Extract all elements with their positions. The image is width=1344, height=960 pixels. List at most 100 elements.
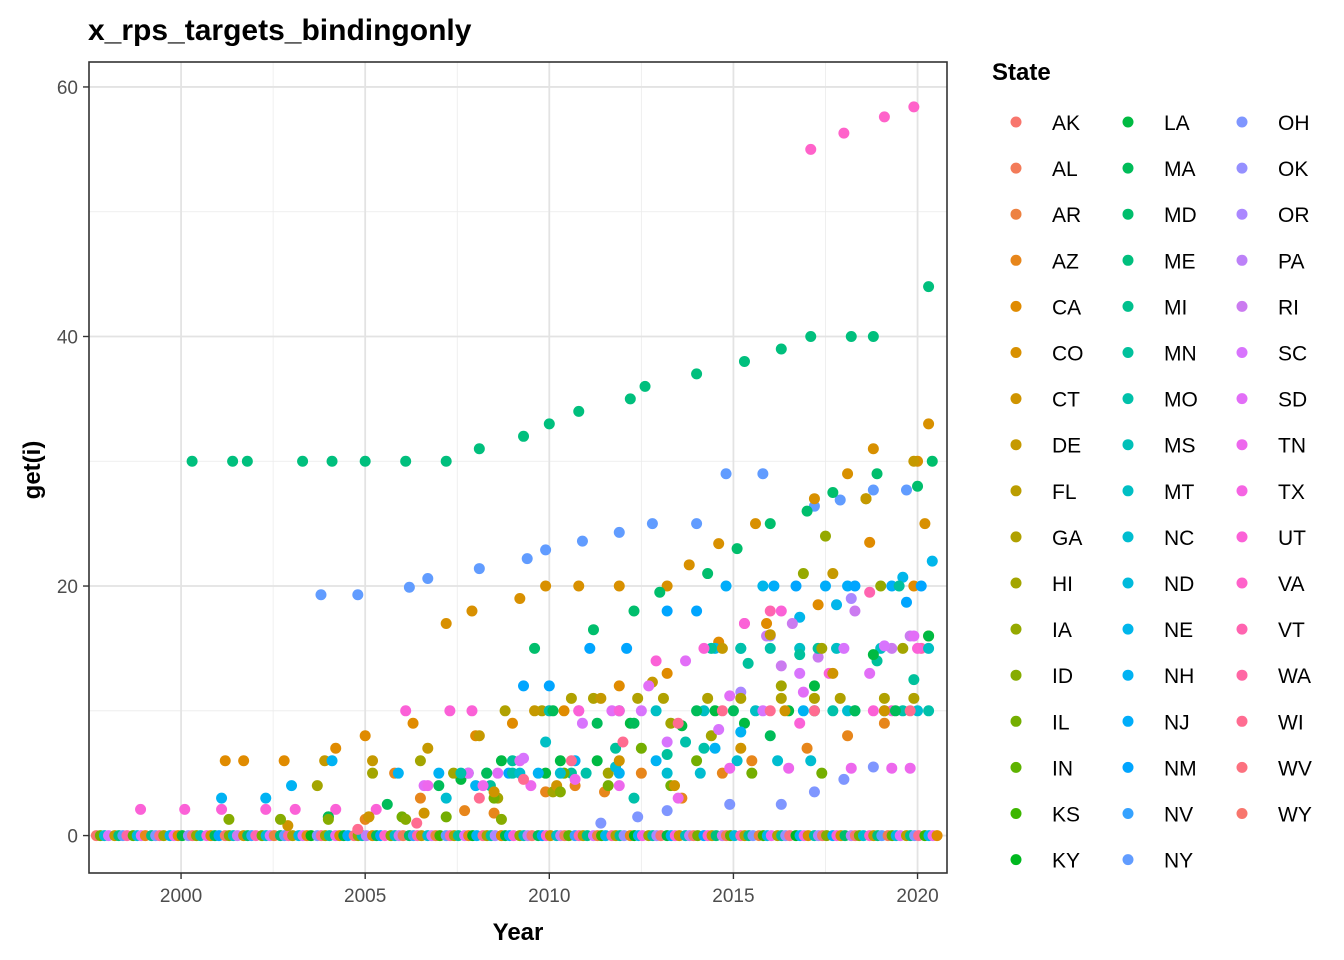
legend-label: PA xyxy=(1278,250,1304,273)
data-point xyxy=(738,717,750,729)
data-point xyxy=(400,705,412,717)
legend-item-in: IN xyxy=(1010,757,1073,780)
legend-key xyxy=(1236,485,1248,497)
data-point xyxy=(724,690,736,702)
legend-item-mi: MI xyxy=(1122,296,1187,319)
data-point xyxy=(735,642,747,654)
data-point xyxy=(878,692,890,704)
data-point xyxy=(392,767,404,779)
data-point xyxy=(908,101,920,113)
legend-item-al: AL xyxy=(1010,158,1078,181)
data-point xyxy=(326,455,338,467)
data-point xyxy=(827,568,839,580)
data-point xyxy=(842,468,854,480)
legend-label: OR xyxy=(1278,204,1310,227)
legend-label: ID xyxy=(1052,665,1073,688)
data-point xyxy=(867,761,879,773)
panel-border xyxy=(88,61,948,874)
legend-item-tn: TN xyxy=(1236,435,1306,458)
legend-label: VA xyxy=(1278,573,1304,596)
data-point xyxy=(661,767,673,779)
legend-item-nv: NV xyxy=(1122,804,1193,827)
legend-label: HI xyxy=(1052,573,1073,596)
legend-key xyxy=(1010,208,1022,220)
legend-key xyxy=(1010,669,1022,681)
legend-item-ak: AK xyxy=(1010,112,1080,135)
data-point xyxy=(842,730,854,742)
data-point xyxy=(923,642,935,654)
legend-item-nd: ND xyxy=(1122,573,1194,596)
data-point xyxy=(440,792,452,804)
data-point xyxy=(540,580,552,592)
data-point xyxy=(543,418,555,430)
data-point xyxy=(731,755,743,767)
data-point xyxy=(521,553,533,565)
legend-label: MT xyxy=(1164,481,1194,504)
legend-label: NH xyxy=(1164,665,1194,688)
legend-key xyxy=(1236,715,1248,727)
data-point xyxy=(805,143,817,155)
legend-item-ok: OK xyxy=(1236,158,1308,181)
data-point xyxy=(805,755,817,767)
legend-key xyxy=(1122,254,1134,266)
legend-item-ks: KS xyxy=(1010,804,1080,827)
legend-key xyxy=(1010,439,1022,451)
data-point xyxy=(466,605,478,617)
data-point xyxy=(797,705,809,717)
y-axis-ticks: 0 20 40 60 xyxy=(57,78,89,848)
legend-item-la: LA xyxy=(1122,112,1190,135)
data-point xyxy=(775,798,787,810)
legend-key xyxy=(1236,254,1248,266)
data-point xyxy=(849,705,861,717)
x-axis-ticks: 2000 2005 2010 2015 2020 xyxy=(160,873,939,907)
legend-item-hi: HI xyxy=(1010,573,1073,596)
data-point xyxy=(554,755,566,767)
data-point xyxy=(311,780,323,792)
data-point xyxy=(466,705,478,717)
legend-label: WA xyxy=(1278,665,1311,688)
legend-key xyxy=(1010,393,1022,405)
data-point xyxy=(565,755,577,767)
legend-item-va: VA xyxy=(1236,573,1304,596)
legend-item-mt: MT xyxy=(1122,481,1194,504)
data-point xyxy=(613,680,625,692)
data-point xyxy=(761,617,773,629)
y-axis-title: get(i) xyxy=(19,441,46,500)
data-point xyxy=(867,649,879,661)
data-point xyxy=(326,755,338,767)
legend-key xyxy=(1236,808,1248,819)
data-point xyxy=(473,563,485,575)
data-point xyxy=(757,468,769,480)
data-point xyxy=(573,580,585,592)
data-point xyxy=(827,705,839,717)
data-point xyxy=(742,657,754,669)
legend-item-mo: MO xyxy=(1122,389,1198,412)
data-point xyxy=(691,518,703,530)
data-point xyxy=(414,792,426,804)
legend-label: MA xyxy=(1164,158,1196,181)
data-point xyxy=(746,767,758,779)
legend-key xyxy=(1122,208,1134,220)
legend-key xyxy=(1122,531,1134,543)
data-point xyxy=(289,803,301,815)
data-point xyxy=(455,767,467,779)
data-point xyxy=(669,780,681,792)
data-point xyxy=(440,455,452,467)
legend-item-az: AZ xyxy=(1010,250,1079,273)
legend-key xyxy=(1236,208,1248,220)
data-point xyxy=(727,705,739,717)
data-point xyxy=(923,418,935,430)
data-point xyxy=(661,580,673,592)
data-point xyxy=(646,518,658,530)
legend-key xyxy=(1122,485,1134,497)
legend-key xyxy=(1122,439,1134,451)
data-point xyxy=(783,762,795,774)
legend-key xyxy=(1010,715,1022,727)
data-point xyxy=(878,111,890,123)
data-point xyxy=(680,736,692,748)
data-point xyxy=(808,705,820,717)
legend-item-ia: IA xyxy=(1010,619,1072,642)
data-point xyxy=(359,455,371,467)
data-point xyxy=(735,726,747,738)
data-point xyxy=(241,455,253,467)
